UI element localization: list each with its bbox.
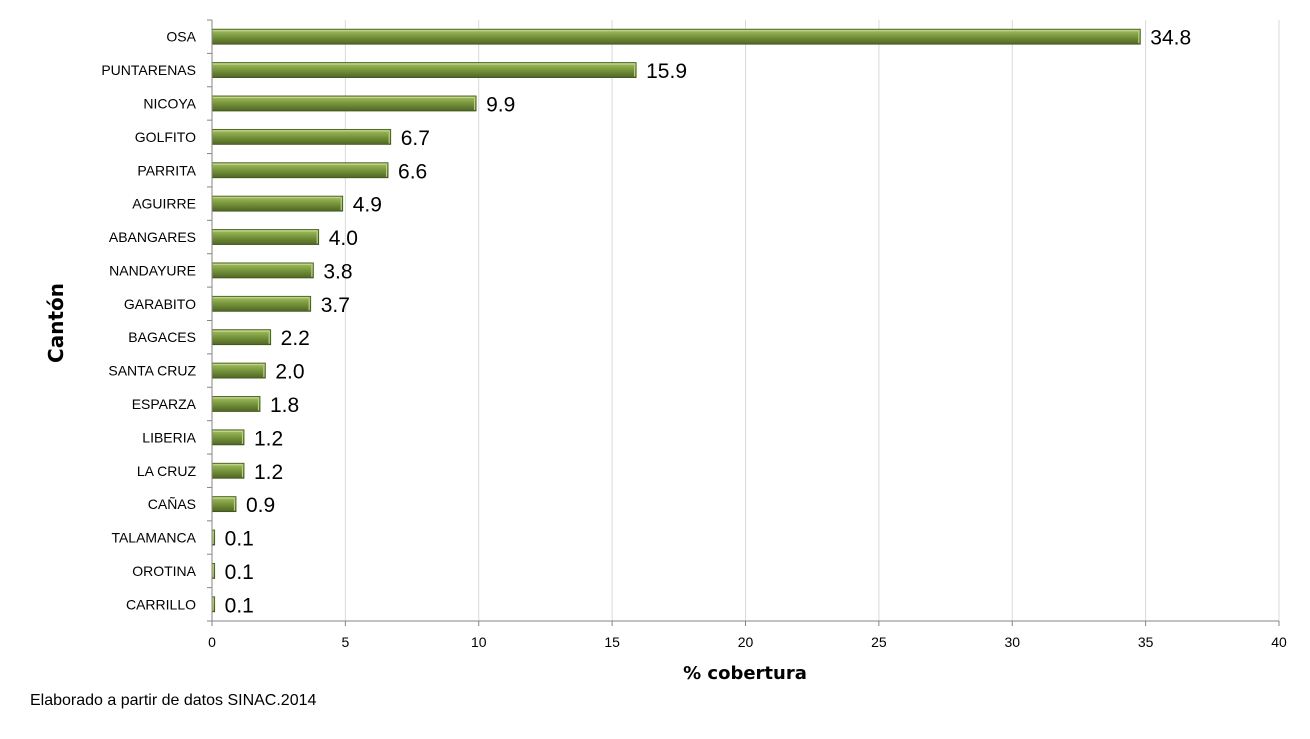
bar-body bbox=[211, 462, 245, 479]
bar bbox=[211, 262, 314, 279]
bar bbox=[211, 396, 261, 412]
category-label: ABANGARES bbox=[109, 229, 196, 245]
data-label: 15.9 bbox=[646, 60, 687, 83]
bar-body bbox=[211, 362, 266, 379]
axes bbox=[207, 19, 1280, 626]
data-label: 1.8 bbox=[270, 394, 299, 417]
category-label: GARABITO bbox=[124, 296, 196, 312]
bar-body bbox=[211, 128, 392, 145]
bar-body bbox=[211, 329, 272, 346]
x-tick-label: 35 bbox=[1138, 634, 1154, 650]
data-label: 9.9 bbox=[486, 93, 515, 116]
bar-body bbox=[211, 295, 312, 312]
x-tick-label: 30 bbox=[1004, 634, 1020, 650]
bar bbox=[211, 295, 312, 312]
value-labels: 34.8 15.9 9.9 6.7 6.6 4.9 4.0 3.8 3.7 2.2 2.0 1.8 1.… bbox=[225, 27, 1191, 618]
category-label: OROTINA bbox=[132, 563, 196, 579]
bar-body bbox=[211, 262, 314, 279]
y-axis-title: Cantón bbox=[44, 283, 68, 363]
bar-chart: OSA PUNTARENAS NICOYA GOLFITO PARRITA AGUIRRE… bbox=[44, 19, 1287, 684]
data-label: 4.9 bbox=[353, 194, 382, 217]
bar bbox=[211, 329, 272, 346]
bar bbox=[211, 195, 344, 212]
bar-body bbox=[211, 95, 477, 112]
bar-body bbox=[211, 28, 1141, 45]
category-label: NICOYA bbox=[143, 95, 196, 111]
x-tick-label: 0 bbox=[208, 634, 216, 650]
category-labels: OSA PUNTARENAS NICOYA GOLFITO PARRITA AGUIRRE… bbox=[101, 29, 196, 613]
bar bbox=[211, 362, 266, 379]
bar-body bbox=[211, 195, 344, 212]
data-label: 4.0 bbox=[329, 227, 358, 250]
category-label: CARRILLO bbox=[126, 596, 196, 612]
bar bbox=[211, 128, 392, 145]
category-label: ESPARZA bbox=[132, 396, 197, 412]
x-tick-labels: 0 5 10 15 20 25 30 35 40 bbox=[208, 634, 1287, 650]
data-label: 0.1 bbox=[225, 594, 254, 617]
bar bbox=[211, 28, 1141, 45]
category-label: BAGACES bbox=[128, 329, 196, 345]
bar-body bbox=[211, 429, 245, 446]
bars bbox=[211, 28, 1141, 613]
x-tick-label: 15 bbox=[604, 634, 620, 650]
category-label: PARRITA bbox=[137, 162, 196, 178]
data-label: 3.8 bbox=[323, 260, 352, 283]
category-label: AGUIRRE bbox=[132, 196, 196, 212]
category-label: CAÑAS bbox=[148, 496, 196, 512]
data-label: 2.2 bbox=[281, 327, 310, 350]
x-tick-label: 10 bbox=[471, 634, 487, 650]
x-tick-label: 20 bbox=[738, 634, 754, 650]
bar bbox=[211, 95, 477, 112]
category-label: LA CRUZ bbox=[137, 463, 197, 479]
bar-body bbox=[211, 396, 261, 412]
data-label: 1.2 bbox=[254, 427, 283, 450]
source-note: Elaborado a partir de datos SINAC.2014 bbox=[30, 692, 317, 709]
data-label: 3.7 bbox=[321, 294, 350, 317]
bar bbox=[211, 496, 237, 513]
data-label: 6.7 bbox=[401, 127, 430, 150]
x-tick-label: 5 bbox=[341, 634, 349, 650]
data-label: 1.2 bbox=[254, 461, 283, 484]
category-label: OSA bbox=[166, 29, 196, 45]
category-label: TALAMANCA bbox=[111, 530, 196, 546]
data-label: 0.1 bbox=[225, 528, 254, 551]
gridlines bbox=[344, 20, 1280, 621]
data-label: 0.9 bbox=[246, 494, 275, 517]
bar bbox=[211, 462, 245, 479]
x-tick-label: 25 bbox=[871, 634, 887, 650]
data-label: 2.0 bbox=[275, 361, 304, 384]
bar-body bbox=[211, 162, 389, 179]
data-label: 0.1 bbox=[225, 561, 254, 584]
category-label: PUNTARENAS bbox=[101, 62, 196, 78]
category-label: LIBERIA bbox=[142, 429, 196, 445]
bar-body bbox=[211, 62, 637, 78]
bar bbox=[211, 429, 245, 446]
x-axis-title: % cobertura bbox=[683, 663, 807, 684]
data-label: 34.8 bbox=[1150, 27, 1191, 50]
category-label: GOLFITO bbox=[135, 129, 196, 145]
data-label: 6.6 bbox=[398, 160, 427, 183]
bar bbox=[211, 229, 320, 245]
bar-body bbox=[211, 496, 237, 513]
category-label: NANDAYURE bbox=[109, 262, 196, 278]
x-tick-label: 40 bbox=[1271, 634, 1287, 650]
bar bbox=[211, 162, 389, 179]
bar-body bbox=[211, 229, 320, 245]
category-label: SANTA CRUZ bbox=[108, 363, 196, 379]
bar bbox=[211, 62, 637, 78]
